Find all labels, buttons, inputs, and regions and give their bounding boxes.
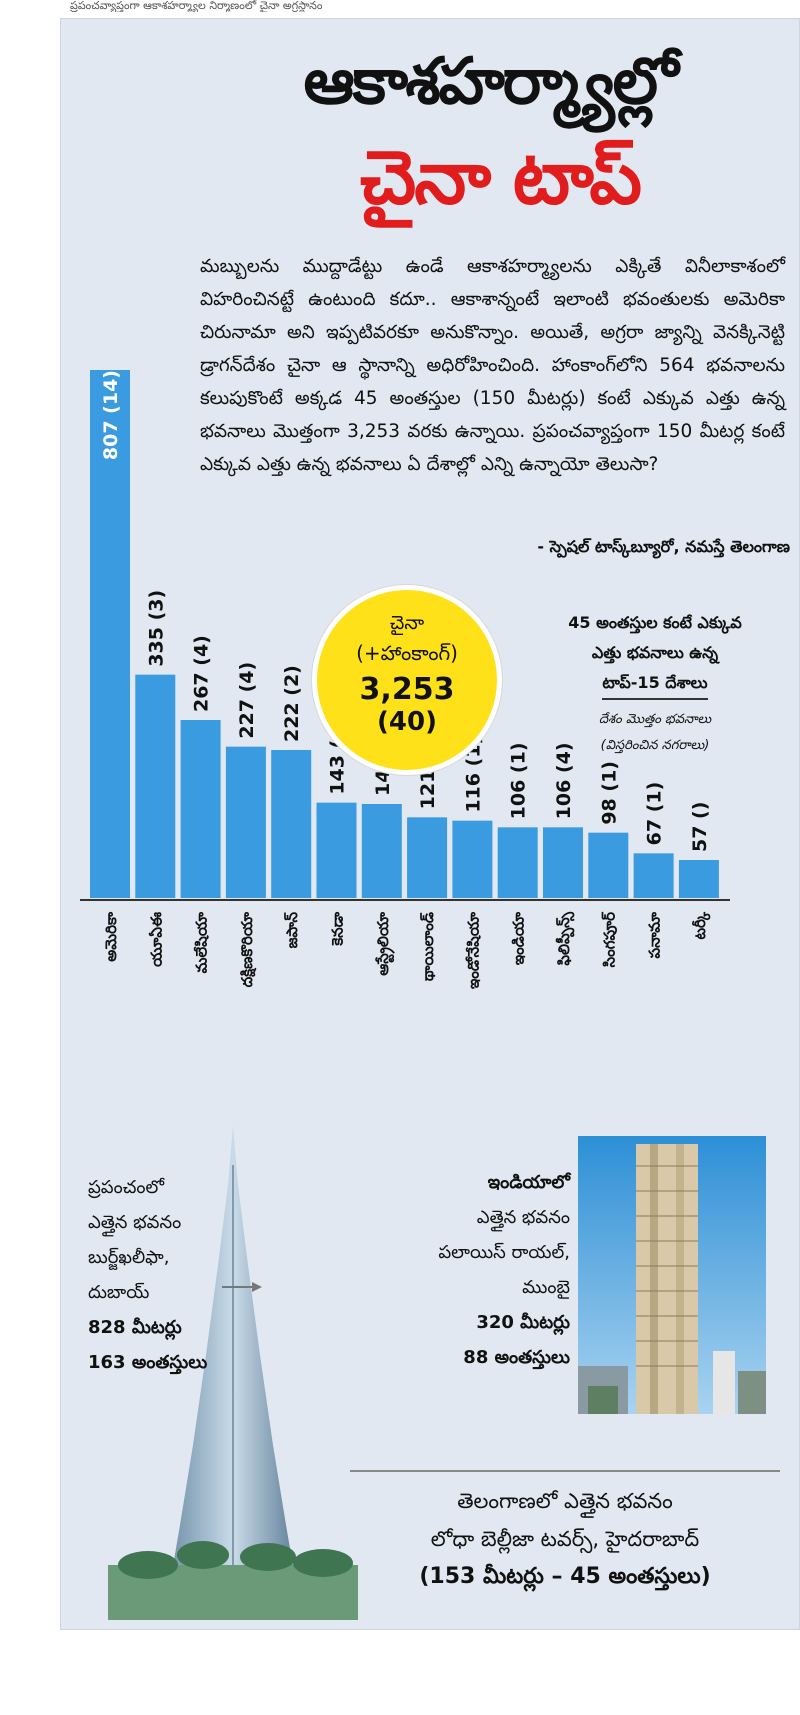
category-label: అమెరికా: [102, 911, 120, 962]
bar: [271, 750, 312, 898]
palais-royale-photo: [578, 1136, 766, 1414]
category-label: ఇండోనేషియా: [464, 911, 482, 989]
bar: [633, 853, 674, 898]
bar: [90, 370, 130, 898]
bar: [316, 802, 357, 898]
china-name: చైనా: [389, 612, 425, 634]
world-l3: బుర్జ్‌ఖలీఫా,: [88, 1247, 170, 1268]
bar: [543, 827, 583, 898]
bar: [361, 804, 402, 898]
arrow-icon: [222, 1282, 262, 1292]
headline-line1: ఆకాశహర్మ్యాల్లో: [303, 45, 678, 119]
chart-legend: 45 అంతస్తుల కంటే ఎక్కువ ఎత్తు భవనాలు ఉన్…: [540, 608, 770, 756]
category-label: యూఏఈ: [147, 912, 165, 967]
telangana-tallest-info: తెలంగాణలో ఎత్తైన భవనం లోధా బెల్లీజా టవర్…: [350, 1470, 780, 1596]
telangana-l1: తెలంగాణలో ఎత్తైన భవనం: [457, 1489, 673, 1513]
india-l3: పలాయిస్ రాయల్,: [438, 1242, 570, 1263]
bar: [135, 674, 176, 898]
bar-value-label: 106 (1): [508, 742, 530, 819]
category-label: ఫిలిప్పీన్స్: [555, 911, 575, 966]
china-cities: (40): [377, 707, 437, 737]
category-label: ఇండియా: [510, 911, 528, 965]
india-l1: ఇండియాలో: [487, 1172, 570, 1193]
india-tallest-info: ఇండియాలో ఎత్తైన భవనం పలాయిస్ రాయల్, ముంబ…: [380, 1165, 570, 1375]
bar-value-label: 98 (1): [598, 761, 620, 825]
bar-value-label: 227 (4): [236, 662, 258, 739]
india-l6: 88 అంతస్తులు: [463, 1347, 570, 1368]
legend-line3: టాప్-15 దేశాలు: [602, 668, 708, 700]
bar-value-label: 222 (2): [281, 665, 303, 742]
world-l1: ప్రపంచంలో: [88, 1177, 165, 1198]
world-l5: 828 మీటర్లు: [88, 1317, 182, 1338]
china-sub: (+హాంకాంగ్): [356, 641, 458, 665]
category-label: టర్కీ: [691, 911, 711, 939]
top-text: ప్రపంచవ్యాప్తంగా ఆకాశహర్మ్యాల నిర్మాణంలో…: [70, 0, 323, 12]
legend-line2: ఎత్తు భవనాలు ఉన్న: [591, 643, 719, 662]
category-label: కెనడా: [329, 911, 347, 946]
legend-line1: 45 అంతస్తుల కంటే ఎక్కువ: [568, 613, 742, 632]
bar: [588, 832, 629, 898]
china-highlight-circle: చైనా (+హాంకాంగ్) 3,253 (40): [312, 585, 502, 775]
world-l4: దుబాయ్: [88, 1282, 150, 1303]
bar: [180, 720, 221, 898]
category-label: థాయిలాండ్: [419, 912, 437, 981]
bar-value-label: 106 (4): [553, 742, 575, 819]
top-strip: ప్రపంచవ్యాప్తంగా ఆకాశహర్మ్యాల నిర్మాణంలో…: [60, 0, 800, 16]
intro-paragraph: మబ్బులను ముద్దాడేట్టు ఉండే ఆకాశహర్మ్యాలన…: [200, 256, 785, 475]
headline-line2: చైనా టాప్: [359, 135, 642, 221]
bar-value-label: 67 (1): [644, 782, 666, 846]
category-label: పనామా: [646, 912, 664, 959]
telangana-l2: లోధా బెల్లీజా టవర్స్, హైదరాబాద్: [430, 1527, 700, 1551]
india-l5: 320 మీటర్లు: [476, 1312, 570, 1333]
bar-value-label: 57 (): [689, 802, 711, 852]
category-label: దక్షిణకొరియా: [238, 911, 257, 987]
category-label: జపాన్: [283, 912, 301, 949]
category-label: ఆస్ట్రేలియా: [374, 911, 395, 976]
bar-value-label: 267 (4): [191, 635, 213, 712]
bar: [678, 860, 719, 898]
legend-line5: (విస్తరించిన నగరాలు): [600, 738, 710, 753]
world-l2: ఎత్తైన భవనం: [88, 1212, 182, 1233]
telangana-l3: (153 మీటర్లు – 45 అంతస్తులు): [419, 1564, 711, 1589]
world-tallest-info: ప్రపంచంలో ఎత్తైన భవనం బుర్జ్‌ఖలీఫా, దుబా…: [88, 1170, 288, 1380]
india-l4: ముంబై: [522, 1277, 570, 1298]
india-l2: ఎత్తైన భవనం: [476, 1207, 570, 1228]
world-l6: 163 అంతస్తులు: [88, 1352, 208, 1373]
bar: [407, 817, 448, 898]
burj-khalifa-illustration: [108, 1125, 358, 1620]
bar-value-label: 807 (14): [100, 370, 122, 460]
bar: [497, 827, 538, 898]
china-total: 3,253: [359, 672, 455, 707]
category-label: మలేషియా: [193, 911, 211, 973]
legend-line4: దేశం మొత్తం భవనాలు: [598, 712, 712, 727]
bar: [452, 820, 493, 898]
bar-value-label: 335 (3): [145, 590, 167, 667]
category-label: సింగపూర్: [600, 911, 618, 968]
credit-line: - స్పెషల్ టాస్క్‌బ్యూరో, నమస్తే తెలంగాణ: [537, 537, 790, 556]
bar-value-label: 116 (1): [462, 736, 484, 813]
bar: [225, 746, 266, 898]
